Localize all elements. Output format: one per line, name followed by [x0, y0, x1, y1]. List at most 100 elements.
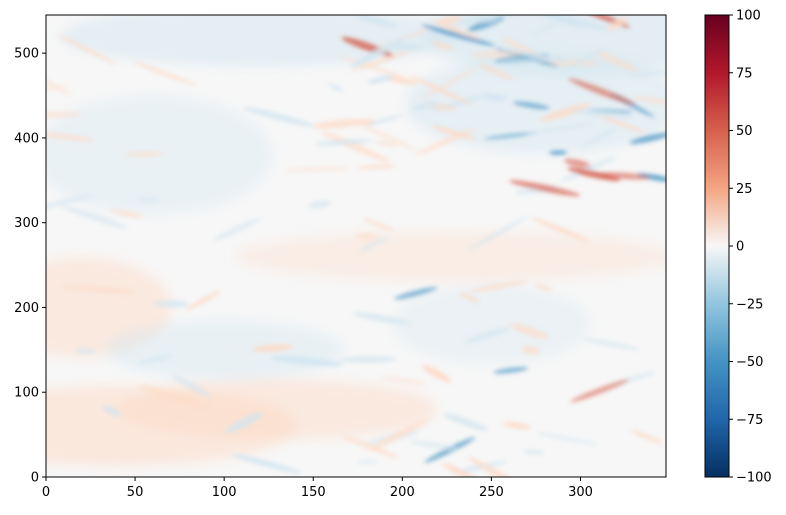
colorbar-tick-label: 50 [736, 124, 753, 139]
field-filament [58, 34, 117, 65]
field-filament [431, 125, 476, 140]
field-filament [583, 338, 641, 351]
field-wash [391, 284, 592, 365]
field-filament [171, 375, 212, 397]
field-filament [352, 312, 411, 325]
field-filament [452, 460, 507, 474]
field-filament [531, 217, 589, 242]
field-filament [594, 113, 646, 133]
field-filament [74, 348, 97, 354]
field-filament [284, 167, 350, 172]
field-wash [235, 231, 666, 282]
field-filament [46, 111, 82, 118]
heatmap-field [46, 15, 666, 477]
field-filament [471, 50, 524, 58]
field-filament [534, 284, 553, 291]
field-filament [542, 15, 611, 31]
field-filament [393, 287, 438, 300]
colorbar-axis: 100 75 50 25 0 −25 −50 −75 −100 [729, 9, 772, 486]
field-filament [627, 70, 666, 77]
field-filament [137, 198, 160, 202]
field-filament [385, 76, 418, 85]
field-filament [61, 285, 136, 294]
x-tick-label: 0 [42, 485, 50, 500]
field-filament [483, 132, 537, 140]
colorbar-tick-label: 0 [736, 240, 744, 255]
field-filament [321, 131, 391, 163]
field-filament [328, 83, 344, 92]
colorbar-tick-label: −75 [736, 413, 763, 428]
field-filament [314, 139, 372, 146]
field-filament [109, 209, 145, 218]
field-filament [456, 15, 526, 25]
field-wash [59, 15, 460, 67]
field-filament [358, 123, 417, 151]
field-filament [369, 418, 429, 451]
x-axis: 0 50 100 150 200 250 300 [42, 477, 593, 500]
field-filament [349, 50, 411, 72]
field-filament [381, 376, 426, 385]
field-filament [568, 78, 636, 105]
field-filament [46, 69, 72, 96]
field-filament [431, 41, 454, 51]
field-filament [213, 218, 261, 241]
field-filament [231, 453, 302, 474]
field-filament [524, 122, 596, 135]
field-filament [359, 236, 388, 252]
field-filament [422, 365, 452, 383]
field-filament [430, 19, 482, 40]
field-filament [512, 101, 551, 110]
field-filament [46, 195, 94, 212]
field-filament [252, 344, 294, 352]
y-tick-label: 300 [14, 216, 39, 231]
field-filament [342, 435, 399, 458]
colorbar-tick-label: −50 [736, 355, 763, 370]
field-filament [421, 24, 495, 47]
field-filament [593, 50, 639, 72]
field-filament [458, 292, 480, 303]
x-tick-label: 250 [479, 485, 504, 500]
colorbar-tick-label: 100 [736, 9, 761, 24]
field-filament [510, 323, 549, 339]
x-tick-label: 50 [127, 485, 144, 500]
field-filament [540, 103, 591, 121]
colorbar-gradient [705, 15, 729, 477]
field-filament [356, 460, 379, 465]
field-filament [133, 61, 198, 86]
field-filament [560, 156, 617, 182]
y-axis: 0 100 200 300 400 500 [14, 47, 46, 486]
field-filament [363, 218, 394, 231]
colorbar-tick-label: 25 [736, 182, 753, 197]
field-filament [636, 173, 666, 182]
colorbar: 100 75 50 25 0 −25 −50 −75 −100 [704, 9, 772, 486]
field-filament [496, 56, 564, 64]
field-filament [340, 356, 397, 363]
field-filament [563, 158, 592, 168]
field-filament [355, 15, 398, 27]
y-tick-label: 100 [14, 386, 39, 401]
plot-frame [45, 14, 667, 478]
field-filament [509, 180, 581, 197]
colorbar-tick-label: −25 [736, 297, 763, 312]
field-filament [185, 290, 222, 311]
field-filament [570, 379, 630, 403]
field-filament [478, 64, 515, 81]
field-filament [312, 118, 376, 129]
field-filament [472, 18, 500, 23]
field-filament [225, 412, 263, 433]
field-filament [365, 114, 403, 126]
field-filament [356, 164, 397, 169]
x-tick-label: 150 [301, 485, 326, 500]
field-filament [102, 405, 122, 417]
field-filament [483, 93, 508, 101]
y-tick-label: 500 [14, 47, 39, 62]
field-filament [629, 132, 666, 144]
field-filament [374, 141, 399, 147]
field-filament [153, 300, 190, 308]
field-filament [441, 462, 487, 477]
colorbar-tick-label: −100 [736, 471, 772, 486]
field-filament [443, 413, 489, 431]
field-filament [630, 429, 663, 444]
